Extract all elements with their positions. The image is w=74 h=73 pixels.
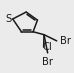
Text: Br: Br bbox=[42, 57, 53, 67]
Text: Cl: Cl bbox=[42, 42, 52, 52]
Text: S: S bbox=[5, 14, 11, 24]
Text: Br: Br bbox=[60, 36, 71, 46]
